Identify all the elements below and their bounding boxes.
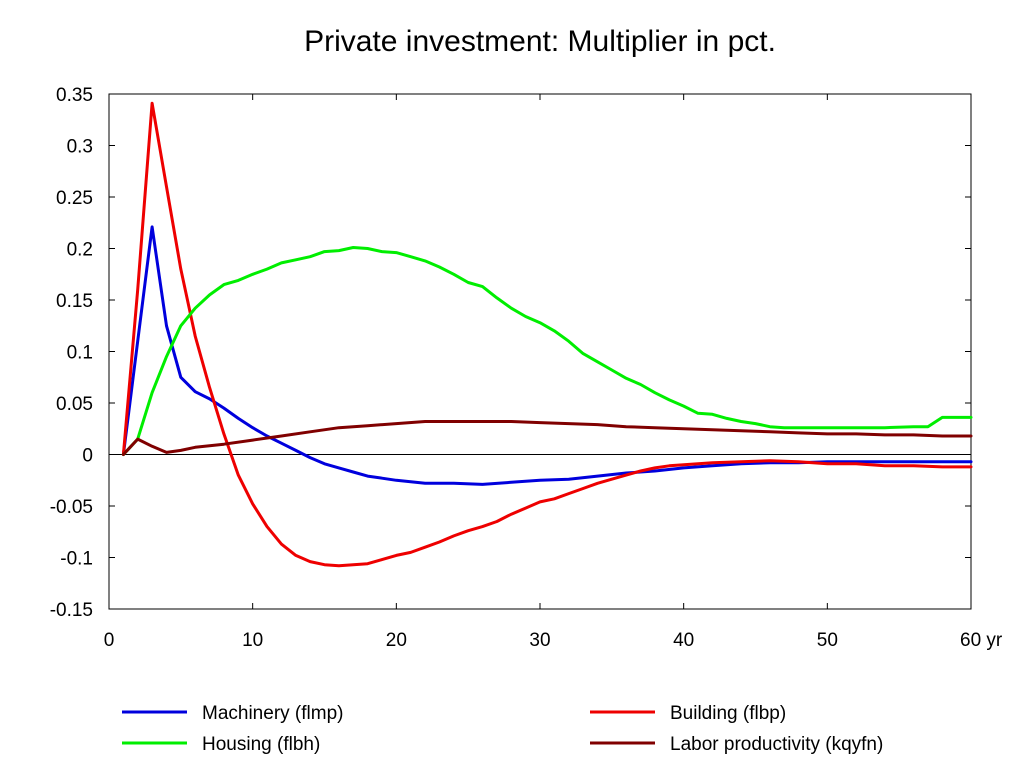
chart-title: Private investment: Multiplier in pct.: [304, 25, 776, 58]
x-tick-label: 0: [104, 630, 115, 651]
x-axis: 0 10 20 30 40 50 60 yr: [104, 94, 1003, 651]
x-tick-label: 30: [529, 630, 550, 651]
legend-label-machinery: Machinery (flmp): [202, 703, 343, 724]
legend-label-labor-productivity: Labor productivity (kqyfn): [670, 734, 883, 755]
x-tick-label: 60 yr: [960, 630, 1003, 651]
x-tick-label: 40: [673, 630, 694, 651]
y-tick-label: 0.15: [56, 291, 93, 312]
legend: Machinery (flmp) Building (flbp) Housing (…: [122, 703, 883, 755]
y-axis: -0.15 -0.1 -0.05 0 0.05 0.1 0.15 0.2 0.25 0.3 0.35: [50, 85, 971, 621]
x-tick-label: 10: [242, 630, 263, 651]
y-tick-label: 0.3: [67, 137, 93, 158]
plot-frame: [108, 93, 972, 610]
y-tick-label: -0.05: [50, 497, 93, 518]
series-line-labor-productivity: [121, 420, 973, 456]
x-tick-label: 50: [817, 630, 838, 651]
legend-label-building: Building (flbp): [670, 703, 786, 724]
y-tick-label: 0.1: [67, 343, 93, 364]
y-tick-label: 0.35: [56, 85, 93, 106]
series-line-machinery: [121, 225, 973, 486]
legend-label-housing: Housing (flbh): [202, 734, 320, 755]
y-tick-label: 0.05: [56, 394, 93, 415]
series-line-housing: [121, 246, 973, 456]
series-layer: [121, 101, 973, 568]
y-tick-label: 0.25: [56, 188, 93, 209]
x-tick-label: 20: [386, 630, 407, 651]
y-tick-label: 0.2: [67, 240, 93, 261]
y-tick-label: -0.15: [50, 600, 93, 621]
plot-area: [108, 93, 972, 610]
series-line-building: [121, 101, 973, 568]
y-tick-label: 0: [82, 446, 93, 467]
y-tick-label: -0.1: [60, 549, 93, 570]
